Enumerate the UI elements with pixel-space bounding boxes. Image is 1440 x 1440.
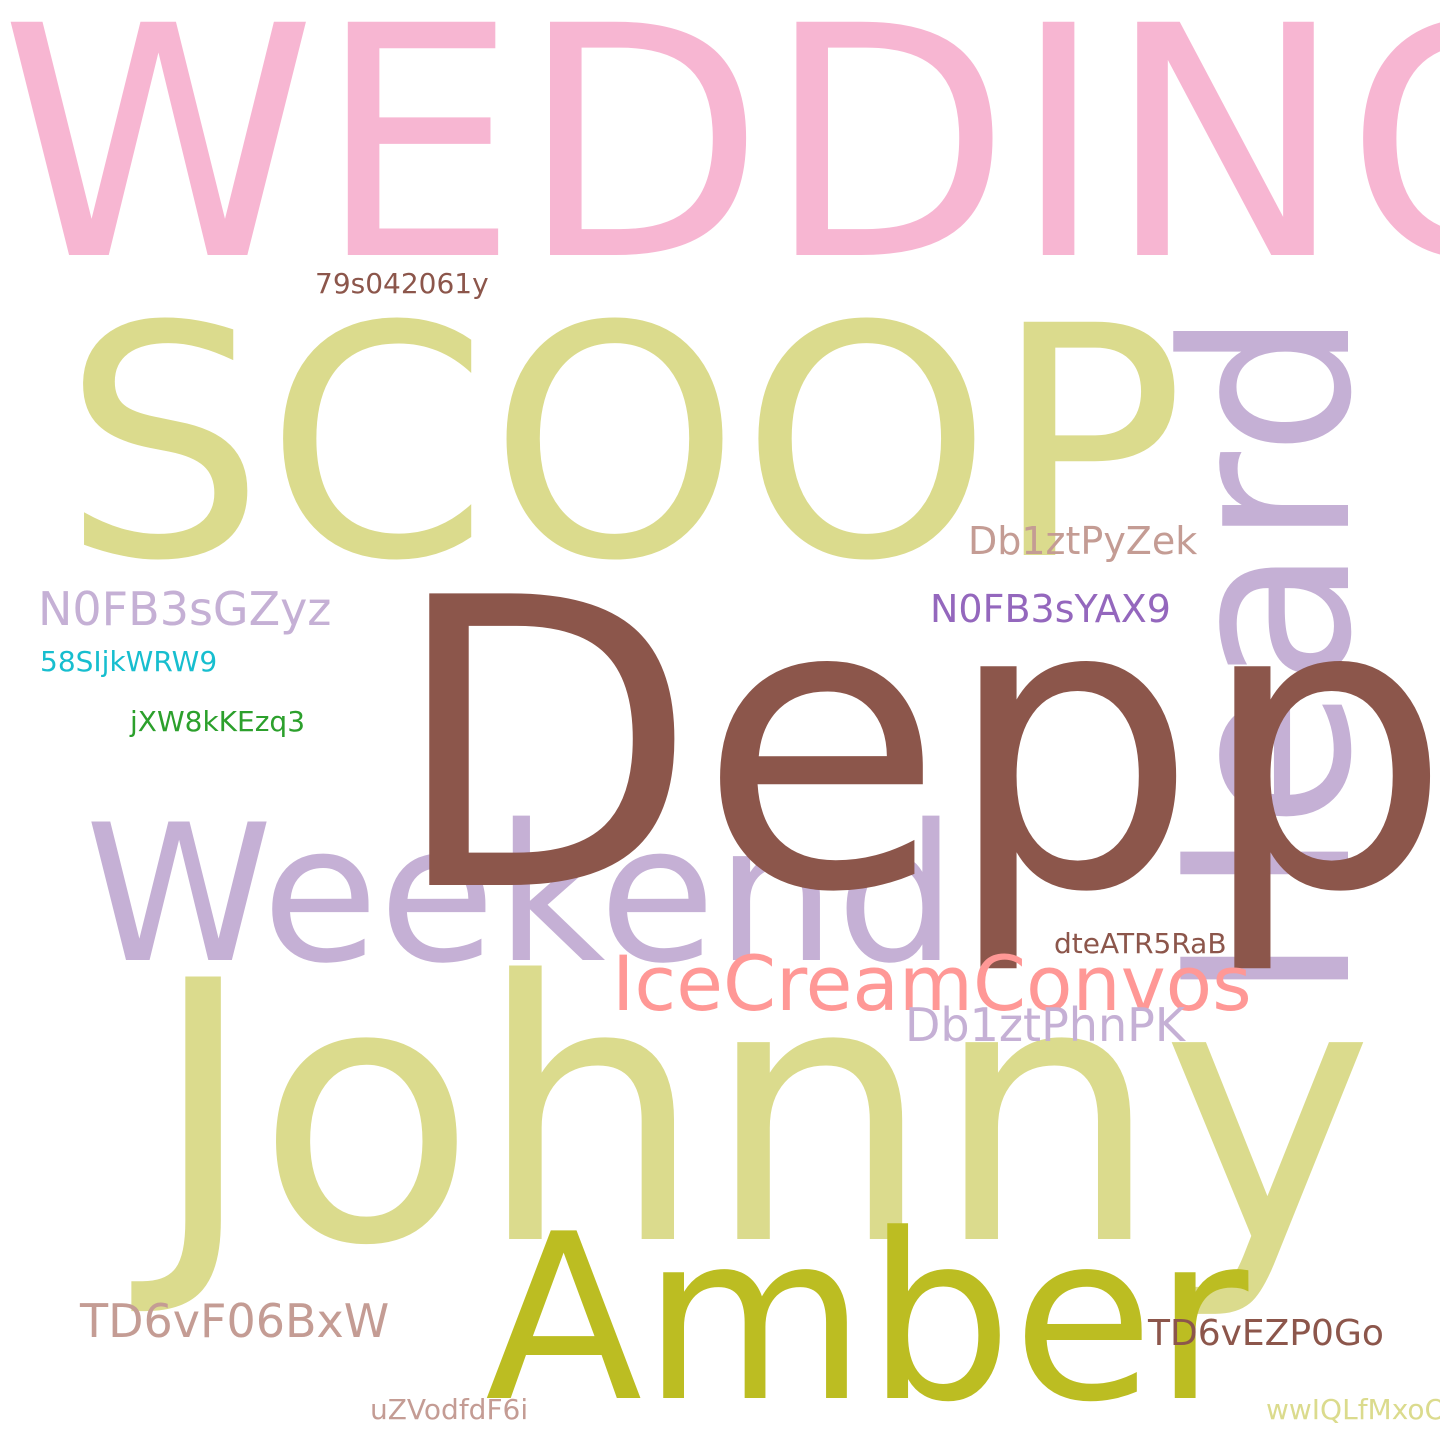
word-amber: Amber	[485, 1186, 1249, 1440]
word-icecreamconvos: IceCreamConvos	[612, 939, 1252, 1028]
word-db1ztpyzek: Db1ztPyZek	[968, 519, 1198, 563]
word-td6vezp0go: TD6vEZP0Go	[1148, 1313, 1384, 1354]
word-johnny: Johnny	[150, 905, 1374, 1324]
word-depp: Depp	[390, 515, 1440, 980]
word-jxw8kkezq3: jXW8kKEzq3	[130, 705, 306, 738]
word-wedding: WEDDING	[0, 0, 1440, 331]
word-79s042061y: 79s042061y	[315, 267, 489, 300]
word-td6vf06bxw: TD6vF06BxW	[80, 1294, 390, 1348]
word-weekend: Weekend	[85, 784, 957, 1005]
word-scoop: SCOOP	[62, 259, 1186, 631]
word-db1ztphnpk: Db1ztPhnPK	[905, 998, 1186, 1052]
word-n0fb3sgzyz: N0FB3sGZyz	[38, 582, 332, 636]
word-n0fb3syax9: N0FB3sYAX9	[930, 587, 1171, 631]
word-58sijkwrw9: 58SIjkWRW9	[40, 645, 218, 678]
word-uzvodfdf6i: uZVodfdF6i	[370, 1393, 529, 1426]
word-wwiqlfmxoo: wwIQLfMxoO	[1266, 1393, 1440, 1426]
word-dteatr5rab: dteATR5RaB	[1054, 927, 1227, 960]
